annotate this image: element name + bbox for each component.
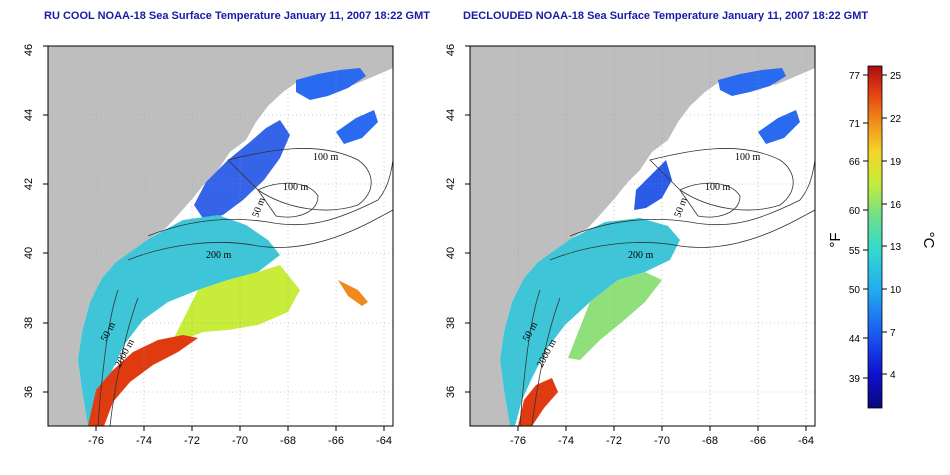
x-tick-label: -64 — [376, 435, 392, 447]
x-tick-label: -74 — [136, 435, 152, 447]
x-tick-label: -68 — [280, 435, 296, 447]
celsius-tick-label: 16 — [890, 200, 902, 211]
fahrenheit-tick-label: 66 — [849, 157, 861, 168]
x-tick-label: -70 — [232, 435, 248, 447]
fahrenheit-tick-label: 44 — [849, 334, 861, 345]
right-map-title: DECLOUDED NOAA-18 Sea Surface Temperatur… — [463, 10, 869, 22]
y-tick-label: 44 — [445, 109, 457, 121]
celsius-tick-label: 4 — [890, 370, 896, 381]
fahrenheit-unit-label: °F — [827, 232, 844, 247]
right-sst-map: 100 m 100 m 50 m 200 m 50 m 2000 m -76 -… — [445, 44, 816, 447]
left-sst-map: 100 m 100 m 50 m 200 m 50 m 2000 m -76 -… — [23, 44, 394, 447]
celsius-tick-label: 10 — [890, 285, 902, 296]
fahrenheit-tick-label: 39 — [849, 374, 861, 385]
contour-label-200m: 200 m — [628, 250, 654, 261]
fahrenheit-tick-label: 60 — [849, 206, 861, 217]
colorbar-gradient — [867, 65, 883, 409]
y-tick-label: 40 — [445, 247, 457, 259]
x-tick-label: -76 — [88, 435, 104, 447]
sst-gulf-stream — [518, 378, 558, 426]
x-tick-label: -68 — [702, 435, 718, 447]
y-tick-label: 36 — [445, 386, 457, 398]
fahrenheit-tick-label: 71 — [849, 119, 861, 130]
y-tick-label: 38 — [23, 317, 35, 329]
axis-ticks — [43, 45, 385, 431]
y-tick-label: 44 — [23, 109, 35, 121]
x-tick-label: -72 — [184, 435, 200, 447]
fahrenheit-tick-label: 55 — [849, 246, 861, 257]
celsius-tick-label: 22 — [890, 114, 902, 125]
y-tick-label: 42 — [445, 178, 457, 190]
temperature-colorbar: 77 71 66 60 55 50 44 39 25 22 19 16 13 1… — [827, 65, 937, 409]
left-map-title: RU COOL NOAA-18 Sea Surface Temperature … — [44, 10, 430, 22]
sst-cold-nova — [758, 110, 800, 144]
x-tick-label: -76 — [510, 435, 526, 447]
celsius-tick-label: 25 — [890, 71, 902, 82]
land-mass — [48, 46, 393, 426]
x-tick-label: -66 — [750, 435, 766, 447]
sst-cold-north — [296, 68, 366, 100]
celsius-tick-label: 19 — [890, 157, 902, 168]
sst-warm-slope — [568, 272, 662, 360]
fahrenheit-tick-label: 50 — [849, 285, 861, 296]
map-frame — [469, 45, 816, 427]
x-tick-label: -72 — [606, 435, 622, 447]
map-grid — [48, 46, 393, 426]
colorbar-ticks — [863, 74, 887, 379]
sst-warm-fleck — [338, 280, 368, 306]
depth-contours — [519, 148, 815, 426]
celsius-tick-label: 13 — [890, 242, 902, 253]
sst-mid-shelf — [78, 215, 280, 426]
x-tick-label: -70 — [654, 435, 670, 447]
sst-cold-nova — [336, 110, 378, 144]
depth-contours — [97, 148, 393, 426]
celsius-unit-label: °C — [920, 232, 937, 249]
y-tick-label: 40 — [23, 247, 35, 259]
x-tick-label: -74 — [558, 435, 574, 447]
contour-label-100m-bank: 100 m — [705, 182, 731, 193]
y-tick-label: 46 — [23, 44, 35, 56]
map-grid — [470, 46, 815, 426]
celsius-tick-label: 7 — [890, 328, 896, 339]
axis-ticks — [465, 45, 807, 431]
y-tick-label: 42 — [23, 178, 35, 190]
sst-mid-shelf — [500, 218, 680, 426]
land-mass — [470, 46, 815, 426]
map-frame — [47, 45, 394, 427]
contour-label-100m-bank: 100 m — [283, 182, 309, 193]
fahrenheit-tick-label: 77 — [849, 71, 861, 82]
sst-cold-gulf-maine — [194, 120, 290, 220]
sst-cold-north — [718, 68, 786, 96]
y-tick-label: 38 — [445, 317, 457, 329]
contour-label-100m-north: 100 m — [735, 152, 761, 163]
x-tick-label: -64 — [798, 435, 814, 447]
y-tick-label: 36 — [23, 386, 35, 398]
sst-warm-slope — [168, 265, 300, 350]
y-tick-label: 46 — [445, 44, 457, 56]
x-tick-label: -66 — [328, 435, 344, 447]
contour-label-200m: 200 m — [206, 250, 232, 261]
contour-label-100m-north: 100 m — [313, 152, 339, 163]
